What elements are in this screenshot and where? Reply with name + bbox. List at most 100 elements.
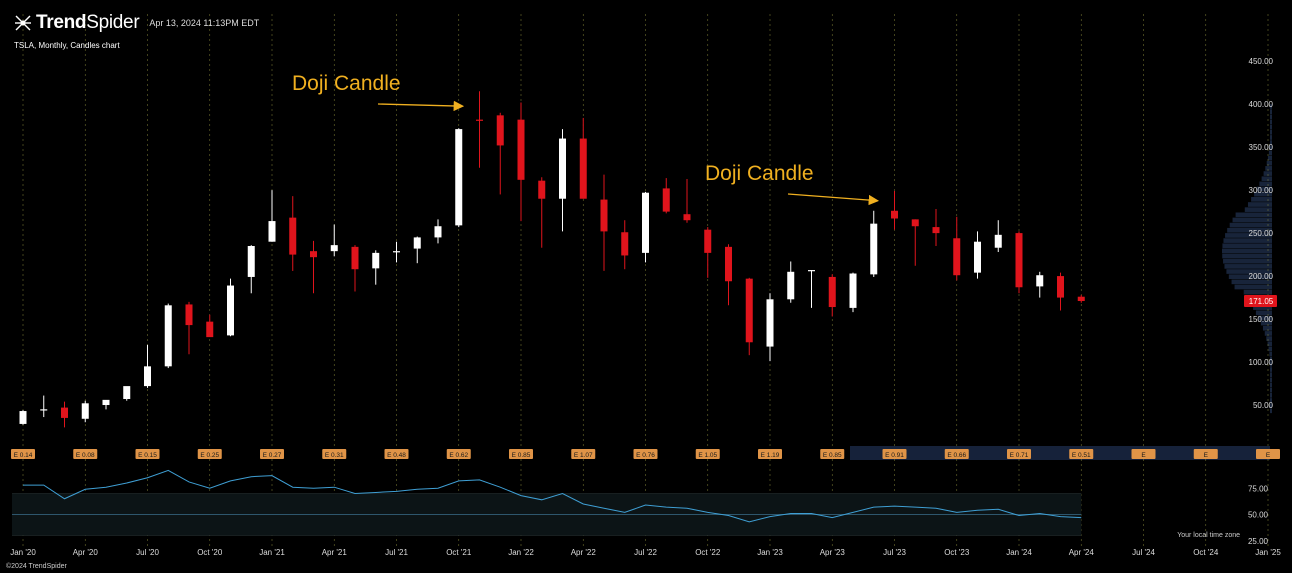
rsi-tick-label: 25.00	[1248, 537, 1269, 546]
candle-body	[870, 223, 878, 275]
earnings-label: E 0.62	[449, 452, 468, 459]
volume-bar	[1244, 207, 1272, 212]
candle	[164, 303, 172, 369]
earnings-badge	[820, 449, 845, 459]
volume-bar	[1270, 104, 1272, 109]
candle	[808, 270, 815, 308]
earnings-badge	[758, 449, 782, 459]
volume-bar	[1253, 305, 1272, 310]
candle-body	[725, 246, 732, 282]
time-tick-label: Jan '22	[508, 548, 534, 557]
time-tick-label: Jul '22	[634, 548, 657, 557]
candle	[1036, 271, 1044, 298]
candle	[787, 261, 795, 303]
time-tick-label: Jan '24	[1006, 548, 1032, 557]
candle	[994, 220, 1002, 253]
time-tick-label: Apr '24	[1069, 548, 1095, 557]
candle-body	[911, 219, 919, 227]
earnings-marker: E 0.31	[322, 449, 347, 459]
volume-bar	[1225, 233, 1272, 238]
annotation-arrows	[377, 100, 880, 206]
candle-body	[455, 129, 463, 226]
volume-bar	[1270, 382, 1272, 388]
candle-body	[662, 188, 670, 212]
earnings-badge	[135, 449, 160, 459]
earnings-label: E 1.07	[574, 452, 593, 459]
volume-bar	[1232, 217, 1272, 223]
earnings-badge	[322, 449, 347, 459]
candle	[413, 236, 421, 264]
earnings-label: E	[1141, 452, 1146, 459]
time-tick-label: Apr '22	[571, 548, 597, 557]
volume-bar	[1270, 377, 1272, 383]
earnings-badge	[1256, 449, 1280, 459]
time-tick-label: Apr '23	[820, 548, 846, 557]
timezone-label[interactable]: Your local time zone	[1177, 532, 1240, 539]
volume-bar	[1269, 145, 1272, 151]
volume-bar	[1270, 372, 1272, 378]
volume-bar	[1270, 403, 1272, 408]
time-tick-label: Oct '24	[1193, 548, 1219, 557]
last-price-badge	[1244, 294, 1277, 307]
annotation-arrow	[377, 100, 465, 112]
candle	[40, 395, 48, 418]
candle-body	[227, 285, 234, 336]
volume-bar	[1268, 150, 1272, 156]
doji-annotation-1: Doji Candle	[292, 72, 401, 95]
doji-annotation-2: Doji Candle	[705, 162, 814, 185]
candle-body	[517, 119, 525, 180]
earnings-label: E 0.08	[76, 452, 95, 459]
volume-bar	[1270, 398, 1272, 403]
price-tick-label: 300.00	[1249, 186, 1274, 195]
candle	[621, 220, 629, 270]
candle	[330, 224, 338, 257]
candle	[600, 174, 608, 271]
candle-body	[310, 251, 317, 258]
volume-bar	[1270, 119, 1272, 125]
candle	[289, 196, 297, 271]
volume-bar	[1268, 346, 1272, 352]
time-tick-label: Jan '20	[10, 548, 36, 557]
volume-bar	[1222, 248, 1272, 254]
candle-body	[559, 138, 566, 199]
volume-bar	[1226, 269, 1272, 274]
earnings-marker: E 0.14	[11, 449, 35, 459]
candle	[434, 219, 442, 244]
candle-body	[476, 119, 483, 121]
candle	[766, 293, 774, 362]
earnings-marker: E 0.25	[197, 449, 222, 459]
earnings-label: E 0.66	[947, 452, 966, 459]
earnings-badge	[882, 449, 907, 459]
earnings-label: E 0.76	[636, 452, 655, 459]
candle-body	[123, 386, 131, 400]
candle-body	[974, 241, 981, 273]
price-tick-label: 200.00	[1249, 272, 1274, 281]
candle-body	[40, 409, 48, 411]
earnings-badge	[633, 449, 658, 459]
candle-body	[61, 407, 68, 418]
volume-bar	[1261, 176, 1272, 182]
candle	[455, 128, 463, 228]
header: TrendSpider Apr 13, 2024 11:13PM EDT	[14, 12, 259, 34]
candle-body	[849, 273, 857, 308]
candle-body	[206, 321, 214, 338]
volume-bar	[1256, 186, 1272, 192]
candle	[683, 178, 691, 223]
candle	[185, 301, 193, 355]
time-tick-label: Jan '23	[757, 548, 783, 557]
volume-bar	[1270, 392, 1272, 398]
earnings-label: E 0.85	[512, 452, 531, 459]
candle-body	[745, 278, 753, 343]
time-tick-label: Apr '20	[73, 548, 99, 557]
candle-body	[683, 214, 691, 221]
candle	[891, 190, 898, 230]
earnings-marker: E 0.27	[260, 449, 284, 459]
time-tick-label: Jan '21	[259, 548, 285, 557]
candle	[932, 209, 940, 246]
candle-body	[434, 226, 442, 238]
time-tick-label: Oct '21	[446, 548, 472, 557]
volume-bar	[1270, 367, 1272, 372]
candle-body	[496, 115, 504, 146]
candle-body	[81, 403, 89, 419]
